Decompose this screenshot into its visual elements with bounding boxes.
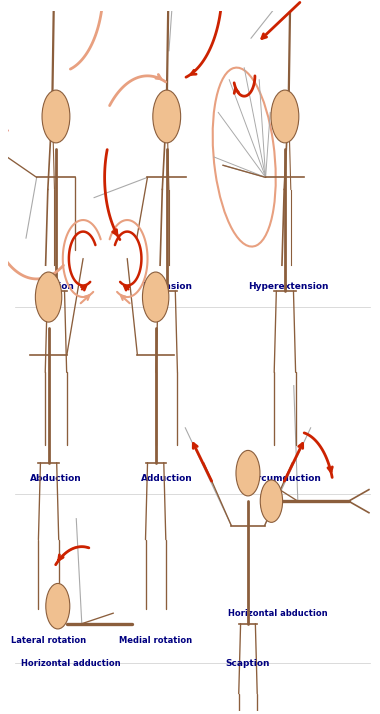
Circle shape <box>260 480 283 523</box>
Text: Lateral rotation: Lateral rotation <box>11 636 86 645</box>
Circle shape <box>271 90 299 143</box>
Text: Medial rotation: Medial rotation <box>119 636 192 645</box>
Circle shape <box>46 583 70 629</box>
Circle shape <box>35 272 62 322</box>
Circle shape <box>142 272 169 322</box>
Text: Flexion: Flexion <box>38 282 74 291</box>
Text: Scaption: Scaption <box>226 659 270 668</box>
Text: Abduction: Abduction <box>30 474 82 483</box>
Circle shape <box>153 90 180 143</box>
Text: Adduction: Adduction <box>141 474 193 483</box>
Text: Circumduction: Circumduction <box>248 474 322 483</box>
Text: Horizontal abduction: Horizontal abduction <box>228 609 327 618</box>
Circle shape <box>236 451 260 496</box>
Text: Hyperextension: Hyperextension <box>249 282 329 291</box>
Text: Horizontal adduction: Horizontal adduction <box>21 659 120 668</box>
Circle shape <box>42 90 70 143</box>
Text: Extension: Extension <box>142 282 192 291</box>
